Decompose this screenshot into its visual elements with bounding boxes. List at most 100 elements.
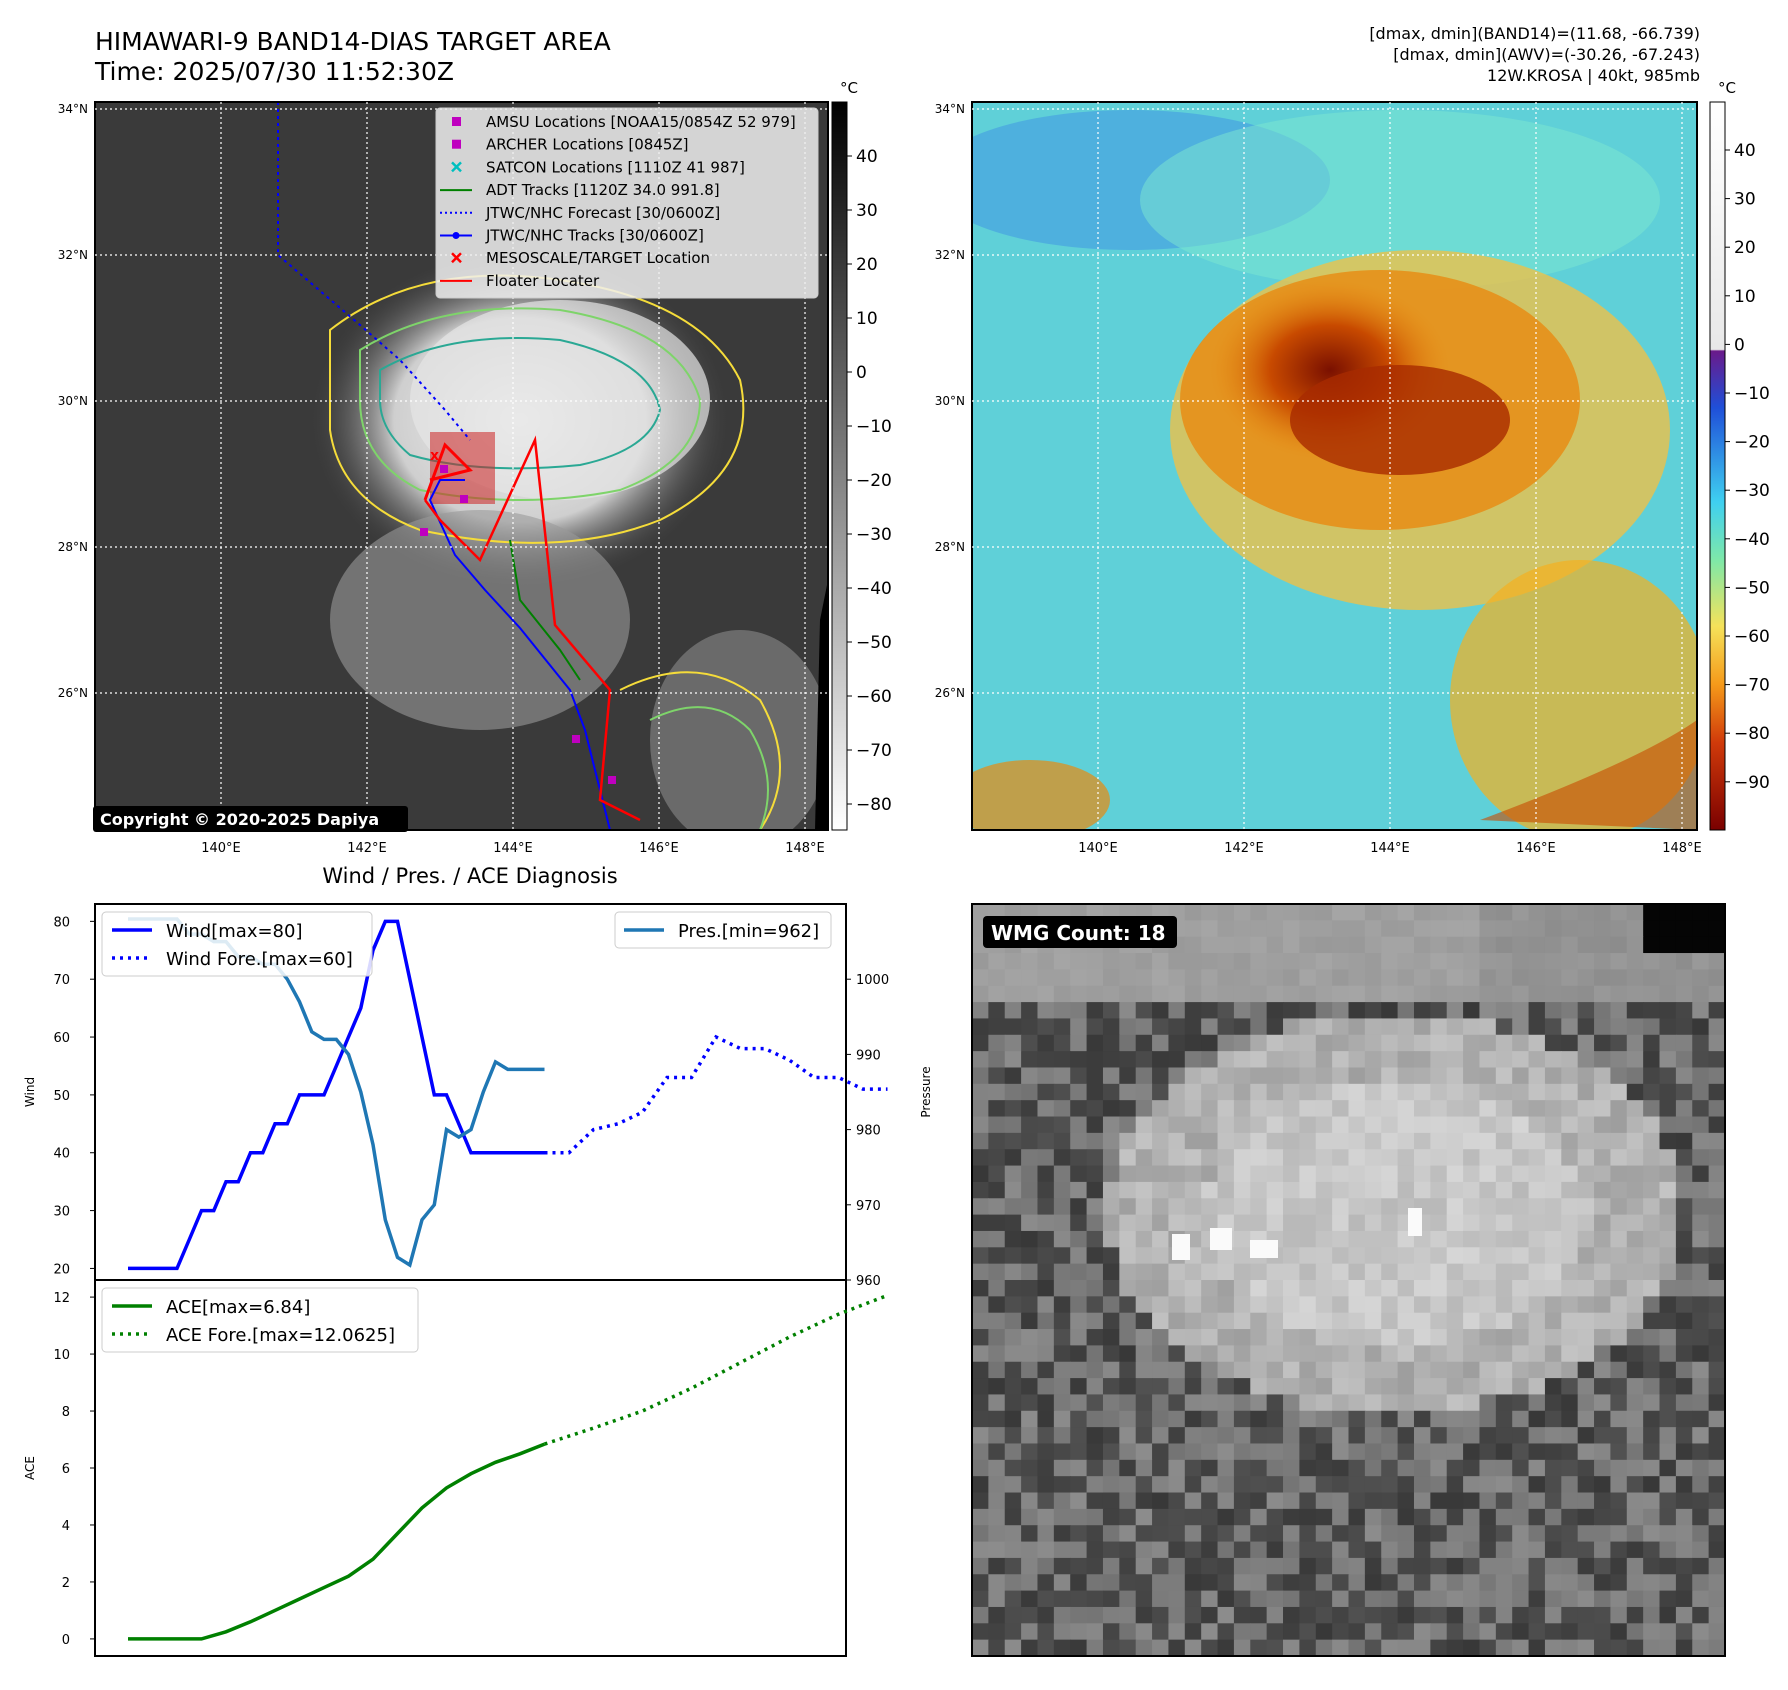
left-colorbar-ticks: 40 30 20 10 0 −10 −20 −30 −40 −50 −60 −70 −80: [847, 147, 892, 815]
copyright-text: Copyright © 2020-2025 Dapiya: [100, 810, 379, 829]
stats-band14: [dmax, dmin](BAND14)=(11.68, -66.739): [1369, 24, 1700, 43]
legend-marker-6: [451, 252, 462, 264]
lon-label: 148°E: [1662, 841, 1702, 856]
storm-info: 12W.KROSA | 40kt, 985mb: [1487, 66, 1700, 85]
right-colorbar-ticks: 40 30 20 10 0 −10 −20 −30 −40 −50 −60 −70 −80 −90: [1725, 141, 1770, 793]
ace-ytick: 2: [62, 1576, 70, 1591]
lat-label: 28°N: [58, 540, 88, 554]
right-cb-tick: −10: [1734, 384, 1770, 404]
pres-ytick: 990: [856, 1048, 881, 1063]
pres-legend-label: Pres.[min=962]: [678, 921, 819, 942]
left-cb-tick: −20: [856, 471, 892, 491]
lon-label: 144°E: [493, 841, 533, 856]
left-map-legend: AMSU Locations [NOAA15/0854Z 52 979] ARCH…: [435, 107, 819, 299]
jtwc-forecast-track: [277, 102, 471, 441]
wmg-count-badge: WMG Count: 18: [983, 916, 1177, 948]
svg-text:x: x: [430, 448, 439, 464]
right-cb-tick: 30: [1734, 190, 1756, 210]
pres-ytick: 970: [856, 1199, 881, 1214]
wmg-count-label: WMG Count: 18: [991, 921, 1166, 945]
lat-label: 28°N: [935, 540, 965, 554]
wind-ytick: 50: [53, 1089, 70, 1104]
right-colorbar: [1709, 101, 1726, 831]
right-cb-tick: 0: [1734, 335, 1745, 355]
figure-title: HIMAWARI-9 BAND14-DIAS TARGET AREA: [95, 27, 611, 56]
ace-fore-legend-label: ACE Fore.[max=12.0625]: [166, 1325, 395, 1346]
map-tick-labels: 34°N 34°N 32°N 32°N 30°N 30°N 28°N 28°N 26°N 26°N…: [58, 102, 1702, 856]
wind-legend: Wind[max=80] Wind Fore.[max=60]: [101, 911, 373, 977]
left-cb-tick: −30: [856, 525, 892, 545]
legend-marker-1: [452, 139, 461, 149]
wind-fore-legend-label: Wind Fore.[max=60]: [166, 949, 353, 970]
legend-label-3: ADT Tracks [1120Z 34.0 991.8]: [486, 181, 720, 199]
figure-time: Time: 2025/07/30 11:52:30Z: [94, 57, 454, 86]
left-cb-tick: 20: [856, 255, 878, 275]
left-cb-tick: 30: [856, 201, 878, 221]
right-cb-tick: −30: [1734, 481, 1770, 501]
right-colorbar-unit: °C: [1718, 79, 1736, 97]
left-cb-tick: −50: [856, 633, 892, 653]
lon-label: 142°E: [1224, 841, 1264, 856]
lon-label: 140°E: [201, 841, 241, 856]
lon-label: 146°E: [1516, 841, 1556, 856]
wind-axis-label: Wind: [23, 1077, 37, 1107]
pressure-axis-label: Pressure: [919, 1066, 933, 1117]
lat-label: 30°N: [935, 394, 965, 408]
pres-ytick: 960: [856, 1274, 881, 1289]
adt-track: [509, 539, 581, 681]
right-cb-tick: −90: [1734, 773, 1770, 793]
right-cb-tick: −80: [1734, 724, 1770, 744]
right-cb-tick: 40: [1734, 141, 1756, 161]
legend-marker-2: [451, 161, 462, 173]
left-colorbar: [831, 101, 848, 831]
ace-series-line: [128, 1442, 546, 1641]
legend-label-7: Floater Locater: [486, 272, 600, 290]
wind-legend-label: Wind[max=80]: [166, 921, 303, 942]
ace-legend: ACE[max=6.84] ACE Fore.[max=12.0625]: [101, 1287, 419, 1353]
left-colorbar-unit: °C: [840, 79, 858, 97]
legend-label-5: JTWC/NHC Tracks [30/0600Z]: [485, 227, 704, 245]
wind-ytick: 60: [53, 1031, 70, 1046]
left-cb-tick: −10: [856, 417, 892, 437]
legend-label-4: JTWC/NHC Forecast [30/0600Z]: [485, 204, 720, 222]
pressure-legend: Pres.[min=962]: [614, 911, 832, 949]
right-cb-tick: 10: [1734, 287, 1756, 307]
left-cb-tick: −70: [856, 741, 892, 761]
lat-label: 34°N: [935, 102, 965, 116]
awv-map: [972, 102, 1697, 830]
ace-ytick: 8: [62, 1405, 70, 1420]
legend-marker-0: [452, 117, 461, 126]
jtwc-track: [428, 479, 611, 830]
right-cb-tick: −40: [1734, 530, 1770, 550]
wmg-panel: [972, 904, 1726, 1657]
wind-ytick: 40: [53, 1147, 70, 1162]
lon-label: 142°E: [347, 841, 387, 856]
right-map-gridlines: [972, 102, 1697, 830]
right-cb-tick: −60: [1734, 627, 1770, 647]
wind-ytick: 30: [53, 1205, 70, 1220]
ace-ytick: 12: [53, 1291, 70, 1306]
right-cb-tick: −50: [1734, 578, 1770, 598]
left-cb-tick: 0: [856, 363, 867, 383]
legend-label-2: SATCON Locations [1110Z 41 987]: [486, 158, 745, 176]
wind-series-line: [128, 919, 545, 1271]
lat-label: 34°N: [58, 102, 88, 116]
lon-label: 148°E: [785, 841, 825, 856]
legend-label-0: AMSU Locations [NOAA15/0854Z 52 979]: [486, 113, 796, 131]
lon-label: 146°E: [639, 841, 679, 856]
ace-legend-label: ACE[max=6.84]: [166, 1297, 310, 1318]
right-cb-tick: −70: [1734, 676, 1770, 696]
wind-ytick: 20: [53, 1262, 70, 1277]
floater-track: [424, 435, 641, 822]
left-cb-tick: 10: [856, 309, 878, 329]
lat-label: 32°N: [58, 248, 88, 262]
stats-awv: [dmax, dmin](AWV)=(-30.26, -67.243): [1393, 45, 1700, 64]
wind-ytick: 70: [53, 973, 70, 988]
lat-label: 30°N: [58, 394, 88, 408]
legend-label-1: ARCHER Locations [0845Z]: [486, 136, 689, 154]
ace-ytick: 6: [62, 1462, 70, 1477]
lat-label: 26°N: [935, 686, 965, 700]
copyright-badge: Copyright © 2020-2025 Dapiya: [93, 806, 408, 832]
lat-label: 26°N: [58, 686, 88, 700]
